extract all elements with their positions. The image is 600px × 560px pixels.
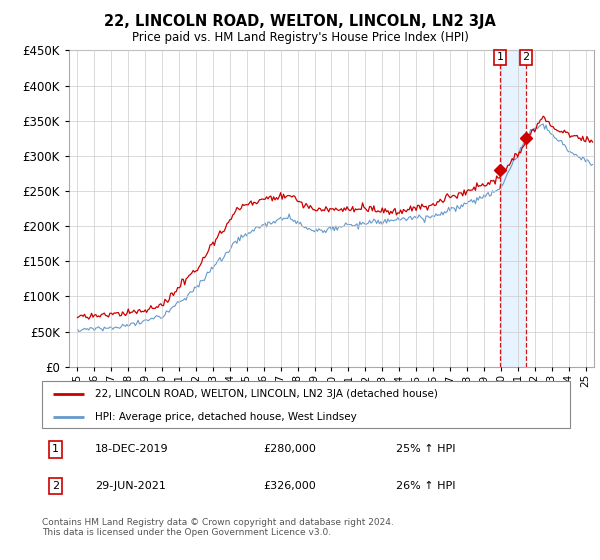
Text: 22, LINCOLN ROAD, WELTON, LINCOLN, LN2 3JA (detached house): 22, LINCOLN ROAD, WELTON, LINCOLN, LN2 3… bbox=[95, 389, 437, 399]
Text: £326,000: £326,000 bbox=[264, 481, 317, 491]
Text: Contains HM Land Registry data © Crown copyright and database right 2024.
This d: Contains HM Land Registry data © Crown c… bbox=[42, 518, 394, 538]
Text: 22, LINCOLN ROAD, WELTON, LINCOLN, LN2 3JA: 22, LINCOLN ROAD, WELTON, LINCOLN, LN2 3… bbox=[104, 14, 496, 29]
Text: 2: 2 bbox=[52, 481, 59, 491]
Text: 1: 1 bbox=[52, 445, 59, 454]
Text: 29-JUN-2021: 29-JUN-2021 bbox=[95, 481, 166, 491]
Text: Price paid vs. HM Land Registry's House Price Index (HPI): Price paid vs. HM Land Registry's House … bbox=[131, 31, 469, 44]
Text: 25% ↑ HPI: 25% ↑ HPI bbox=[396, 445, 455, 454]
Text: £280,000: £280,000 bbox=[264, 445, 317, 454]
FancyBboxPatch shape bbox=[42, 381, 570, 428]
Bar bbox=[500, 50, 526, 367]
Text: 1: 1 bbox=[497, 53, 503, 62]
Text: HPI: Average price, detached house, West Lindsey: HPI: Average price, detached house, West… bbox=[95, 412, 356, 422]
Text: 18-DEC-2019: 18-DEC-2019 bbox=[95, 445, 169, 454]
Text: 2: 2 bbox=[523, 53, 530, 62]
Text: 26% ↑ HPI: 26% ↑ HPI bbox=[396, 481, 455, 491]
